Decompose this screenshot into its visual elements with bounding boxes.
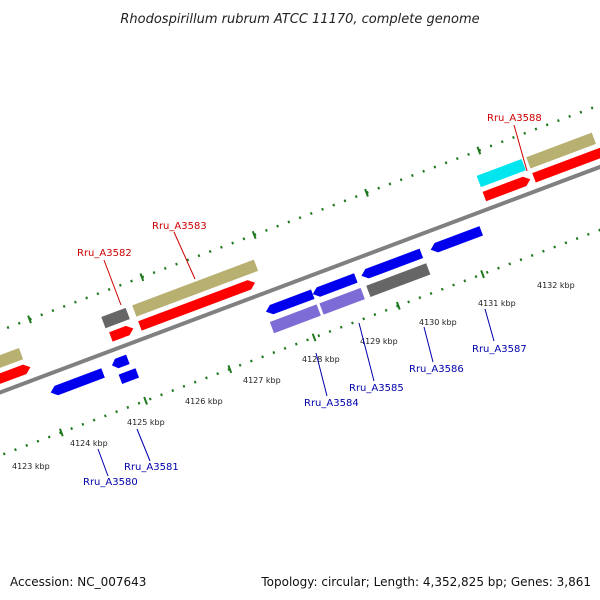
gene-red-left bbox=[0, 364, 31, 402]
gene-gray-a3586 bbox=[366, 263, 431, 298]
genome-backbone bbox=[0, 104, 600, 461]
gene-label-a3582: Rru_A3582 bbox=[77, 248, 132, 259]
gene-olive-right bbox=[526, 132, 596, 169]
kbp-label: 4129 kbp bbox=[360, 337, 398, 346]
kbp-label: 4126 kbp bbox=[185, 397, 223, 406]
kbp-label: 4124 kbp bbox=[70, 439, 108, 448]
kbp-label: 4125 kbp bbox=[127, 418, 165, 427]
gene-red-a3583 bbox=[138, 280, 256, 331]
gene-label-a3583: Rru_A3583 bbox=[152, 221, 207, 232]
gene-label-a3588: Rru_A3588 bbox=[487, 113, 542, 124]
gene-gray-a3582 bbox=[101, 307, 130, 329]
gene-blue-a3585 bbox=[312, 273, 358, 297]
outer-major-ticks bbox=[27, 146, 482, 324]
gene-blue-a3580 bbox=[50, 368, 105, 396]
kbp-label: 4132 kbp bbox=[537, 281, 575, 290]
kbp-label: 4128 kbp bbox=[302, 355, 340, 364]
gene-label-a3584: Rru_A3584 bbox=[304, 398, 359, 409]
gene-blue-a3581a bbox=[111, 354, 130, 369]
gene-cyan-a3588 bbox=[476, 159, 526, 188]
gene-blue-a3584 bbox=[265, 289, 315, 315]
gene-label-a3580: Rru_A3580 bbox=[83, 477, 138, 488]
gene-label-a3586: Rru_A3586 bbox=[409, 364, 464, 375]
kbp-label: 4127 kbp bbox=[243, 376, 281, 385]
gene-blue-a3586 bbox=[361, 248, 424, 279]
genome-summary-text: Topology: circular; Length: 4,352,825 bp… bbox=[260, 575, 591, 589]
gene-label-a3581: Rru_A3581 bbox=[124, 462, 179, 473]
gene-purple-a3584 bbox=[269, 304, 321, 334]
kbp-label: 4131 kbp bbox=[478, 299, 516, 308]
gene-blue-a3581b bbox=[118, 368, 140, 384]
bottom-strand-genes bbox=[50, 226, 484, 396]
callout-lines bbox=[103, 124, 528, 306]
inner-tick-track bbox=[0, 160, 600, 515]
gene-olive-left bbox=[0, 347, 24, 388]
map-title: Rhodospirillum rubrum ATCC 11170, comple… bbox=[120, 12, 479, 27]
inner-major-ticks bbox=[58, 270, 485, 437]
accession-text: Accession: NC_007643 bbox=[10, 575, 146, 589]
gene-red-a3588 bbox=[482, 176, 531, 202]
gene-purple-a3585 bbox=[319, 287, 365, 315]
kbp-label: 4130 kbp bbox=[419, 318, 457, 327]
gene-red-a3582 bbox=[109, 325, 134, 342]
gene-red-right bbox=[532, 145, 600, 183]
gene-label-a3587: Rru_A3587 bbox=[472, 344, 527, 355]
kbp-label: 4123 kbp bbox=[12, 462, 50, 471]
kbp-labels: 4123 kbp 4124 kbp 4125 kbp 4126 kbp 4127… bbox=[12, 281, 575, 471]
gene-label-a3585: Rru_A3585 bbox=[349, 383, 404, 394]
top-strand-genes bbox=[0, 132, 600, 402]
gene-olive-a3583 bbox=[132, 259, 259, 317]
gene-blue-a3587 bbox=[430, 226, 484, 253]
callout-lines-blue bbox=[97, 308, 495, 477]
